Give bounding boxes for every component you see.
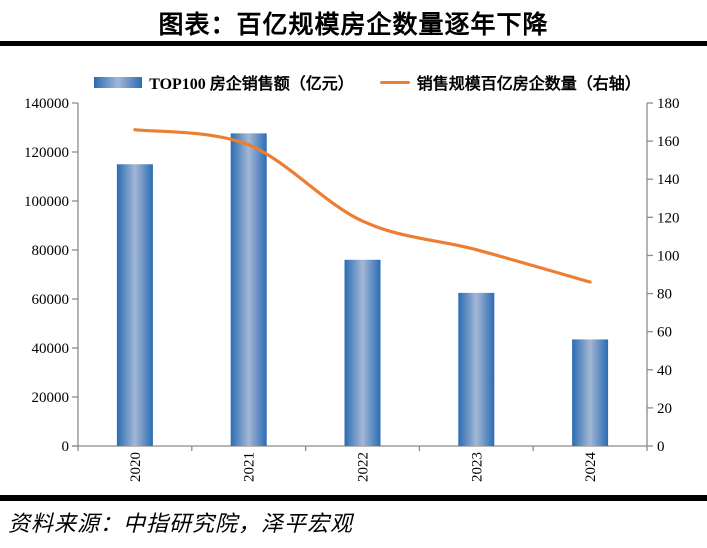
bar-series-swatch [94,76,143,88]
left-axis-label: 20000 [32,390,70,406]
legend-item-line: 销售规模百亿房企数量（右轴） [379,70,641,94]
right-axis-label: 160 [657,134,680,150]
left-axis-label: 120000 [24,145,69,161]
right-axis-label: 180 [657,96,680,112]
bar-2020 [116,164,153,446]
line-series-label: 销售规模百亿房企数量（右轴） [416,76,641,93]
right-axis-label: 40 [657,363,672,379]
x-axis-label: 2022 [356,452,372,482]
bottom-divider [0,495,707,501]
left-axis-label: 40000 [32,341,70,357]
bar-2023 [458,292,495,446]
bar-2021 [230,133,267,446]
bar-2022 [344,259,381,446]
bar-2024 [572,339,609,446]
right-axis-label: 80 [657,287,672,303]
left-axis-label: 0 [62,439,70,455]
left-axis-label: 80000 [32,243,70,259]
right-axis-label: 60 [657,325,672,341]
chart-title: 图表：百亿规模房企数量逐年下降 [158,12,549,39]
right-axis-label: 20 [657,401,672,417]
left-axis-label: 60000 [32,292,70,308]
line-series-path [133,128,592,284]
x-axis-label: 2023 [469,452,485,482]
legend-item-bar: TOP100 房企销售额（亿元） [94,70,354,94]
right-axis-label: 0 [657,439,665,455]
legend: TOP100 房企销售额（亿元） 销售规模百亿房企数量（右轴） [80,71,655,93]
x-axis-label: 2021 [242,452,258,482]
x-axis-label: 2020 [128,452,144,482]
left-axis-label: 100000 [24,194,69,210]
right-axis-label: 140 [657,172,680,188]
right-axis-label: 100 [657,248,680,264]
line-series-swatch [379,80,410,84]
top-divider [0,41,707,46]
right-axis-label: 120 [657,210,680,226]
x-axis-label: 2024 [583,452,599,483]
left-axis-label: 140000 [24,96,69,112]
source-note: 资料来源：中指研究院，泽平宏观 [8,511,354,536]
bar-series-label: TOP100 房企销售额（亿元） [149,76,354,93]
